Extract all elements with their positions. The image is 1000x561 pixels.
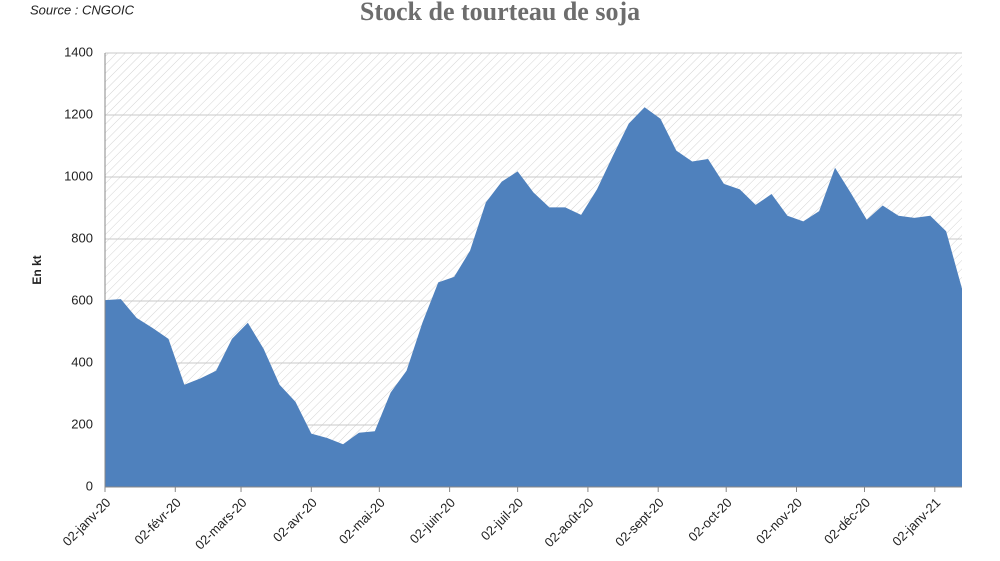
chart-title: Stock de tourteau de soja xyxy=(360,0,640,26)
y-tick-label: 0 xyxy=(86,478,93,493)
y-tick-label: 1200 xyxy=(64,106,93,121)
y-tick-label: 800 xyxy=(71,230,93,245)
y-tick-label: 1000 xyxy=(64,168,93,183)
y-axis-label: En kt xyxy=(30,255,44,284)
source: Source : CNGOIC xyxy=(30,2,135,17)
y-tick-label: 1400 xyxy=(64,44,93,59)
area xyxy=(105,107,962,487)
y-tick-label: 200 xyxy=(71,416,93,431)
y-tick-label: 400 xyxy=(71,354,93,369)
y-tick-label: 600 xyxy=(71,292,93,307)
